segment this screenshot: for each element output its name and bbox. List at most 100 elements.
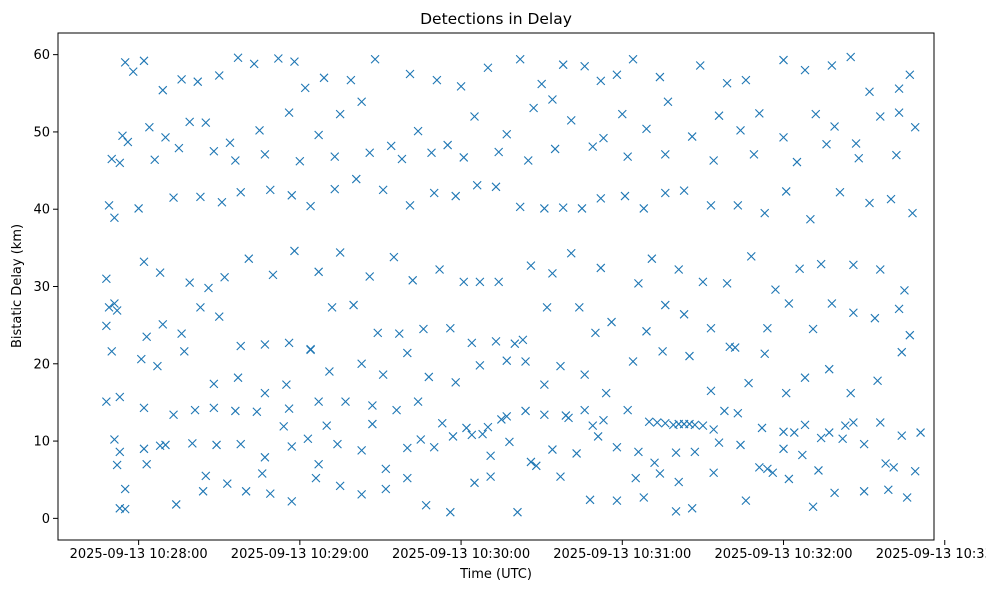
data-point [357,490,367,499]
data-point [171,500,181,509]
data-point [314,397,324,407]
data-point [502,356,512,366]
data-point [378,370,388,379]
data-point [284,404,294,414]
data-point [870,313,880,323]
data-point [848,308,858,318]
data-point [134,204,144,213]
chart-title: Detections in Delay [420,10,572,28]
data-point [628,54,638,64]
data-point [335,109,345,119]
data-point [655,72,665,82]
data-point [244,254,254,264]
data-point [470,478,479,488]
data-point [472,180,482,190]
data-point [139,257,149,267]
data-point [470,112,479,121]
data-point [658,347,667,356]
data-point [214,71,224,80]
data-point [373,328,383,338]
data-point [634,447,643,457]
data-point [136,354,146,364]
data-point [875,112,885,121]
data-point [268,270,278,280]
data-point [827,299,837,308]
data-point [781,388,791,398]
data-point [814,466,823,475]
data-point [104,302,114,312]
data-point [101,321,111,331]
data-point [537,79,547,89]
data-point [467,338,477,348]
data-point [709,468,719,478]
data-point [709,425,719,434]
data-point [209,379,219,389]
x-tick-label: 2025-09-13 10:28:00 [70,547,208,562]
data-point [233,53,243,63]
data-point [601,388,611,398]
data-point [894,84,904,94]
data-point [394,329,404,339]
data-point [900,285,909,295]
data-point [623,405,633,415]
data-point [539,410,549,420]
data-point [107,154,117,164]
data-point [698,277,708,287]
data-point [381,464,391,474]
data-points [101,52,925,517]
data-point [217,197,227,207]
data-point [351,174,361,184]
data-point [110,435,119,444]
data-point [265,185,275,195]
data-point [327,302,337,312]
data-point [144,122,154,132]
data-point [225,138,235,148]
y-tick-label: 10 [33,435,50,450]
data-point [300,83,310,93]
data-point [502,411,512,421]
data-point [190,405,200,415]
data-point [521,406,530,416]
data-point [910,122,920,132]
data-point [201,118,211,128]
data-point [494,147,504,157]
data-point [741,496,751,505]
data-point [556,361,565,371]
y-tick-label: 20 [33,357,50,372]
data-point [905,330,915,340]
data-point [548,95,557,104]
data-point [335,248,345,257]
x-tick-label: 2025-09-13 10:31:00 [553,547,691,562]
data-point [518,335,528,345]
data-point [894,108,904,117]
data-point [284,338,294,348]
data-point [577,204,587,213]
data-point [674,477,684,487]
data-point [198,486,208,496]
data-point [174,143,184,153]
data-point [685,351,694,361]
data-point [846,388,856,398]
data-point [142,332,152,342]
data-point [265,489,275,499]
data-point [513,507,522,517]
data-point [687,503,697,513]
data-point [779,444,788,454]
data-point [811,109,821,119]
data-point [596,194,606,203]
data-point [196,192,205,202]
data-point [722,78,732,88]
data-point [107,347,117,356]
data-point [222,479,232,488]
plot-frame [57,32,935,541]
data-point [607,317,616,327]
data-point [123,137,133,147]
data-point [177,74,186,84]
data-point [378,185,388,195]
data-point [101,274,111,284]
data-point [491,336,501,346]
data-point [212,440,221,450]
data-point [236,341,246,351]
